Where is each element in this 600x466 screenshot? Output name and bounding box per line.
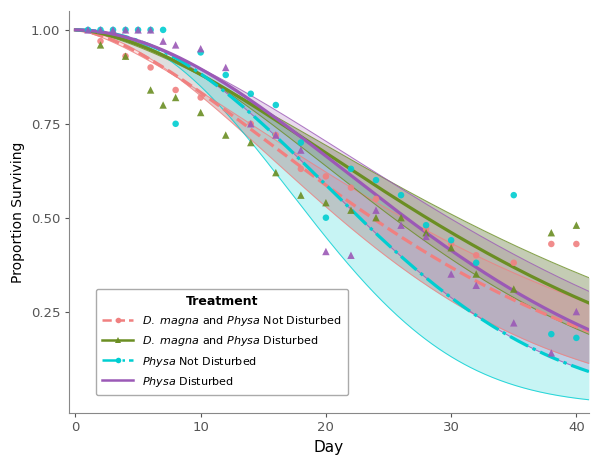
- Point: [158, 37, 168, 45]
- Point: [572, 221, 581, 229]
- Point: [572, 240, 581, 248]
- Point: [221, 64, 230, 71]
- Point: [421, 233, 431, 240]
- Point: [321, 214, 331, 221]
- Point: [296, 192, 305, 199]
- Point: [271, 101, 281, 109]
- Point: [196, 49, 205, 56]
- Point: [146, 26, 155, 34]
- Point: [171, 41, 181, 48]
- Point: [321, 172, 331, 180]
- Point: [371, 206, 381, 214]
- Point: [509, 319, 518, 327]
- Legend: $\it{D.\ magna}$ and $\it{Physa}$ Not Disturbed, $\it{D.\ magna}$ and $\it{Physa: $\it{D.\ magna}$ and $\it{Physa}$ Not Di…: [95, 288, 349, 395]
- Point: [509, 285, 518, 293]
- Point: [158, 101, 168, 109]
- Point: [446, 240, 456, 248]
- Point: [296, 165, 305, 172]
- Point: [108, 26, 118, 34]
- Point: [509, 259, 518, 267]
- Point: [146, 64, 155, 71]
- Point: [346, 252, 356, 259]
- Point: [346, 184, 356, 192]
- Point: [321, 248, 331, 255]
- Point: [221, 71, 230, 79]
- Point: [196, 45, 205, 52]
- Point: [547, 240, 556, 248]
- Point: [371, 214, 381, 221]
- Point: [121, 53, 130, 60]
- Point: [446, 244, 456, 252]
- Point: [572, 308, 581, 315]
- Point: [547, 349, 556, 356]
- Point: [472, 259, 481, 267]
- Point: [196, 94, 205, 101]
- Point: [96, 41, 106, 48]
- Point: [446, 237, 456, 244]
- Point: [396, 214, 406, 221]
- Point: [133, 26, 143, 34]
- Point: [246, 120, 256, 128]
- Point: [246, 139, 256, 146]
- Point: [96, 37, 106, 45]
- Point: [572, 334, 581, 342]
- Point: [246, 120, 256, 128]
- Point: [371, 177, 381, 184]
- Point: [146, 26, 155, 34]
- Point: [421, 225, 431, 233]
- Point: [472, 281, 481, 289]
- Point: [83, 26, 93, 34]
- Point: [271, 131, 281, 139]
- Point: [96, 26, 106, 34]
- Point: [547, 229, 556, 236]
- X-axis label: Day: Day: [314, 440, 344, 455]
- Point: [171, 120, 181, 128]
- Point: [271, 169, 281, 176]
- Point: [472, 270, 481, 278]
- Point: [321, 199, 331, 206]
- Point: [158, 26, 168, 34]
- Point: [371, 195, 381, 203]
- Point: [346, 165, 356, 172]
- Point: [108, 26, 118, 34]
- Point: [396, 221, 406, 229]
- Point: [246, 90, 256, 97]
- Point: [296, 146, 305, 154]
- Point: [472, 252, 481, 259]
- Point: [171, 86, 181, 94]
- Point: [121, 26, 130, 34]
- Point: [221, 131, 230, 139]
- Point: [146, 86, 155, 94]
- Point: [421, 221, 431, 229]
- Point: [509, 192, 518, 199]
- Point: [96, 26, 106, 34]
- Point: [421, 229, 431, 236]
- Point: [547, 330, 556, 338]
- Point: [396, 192, 406, 199]
- Point: [121, 26, 130, 34]
- Point: [271, 131, 281, 139]
- Point: [133, 26, 143, 34]
- Point: [196, 109, 205, 116]
- Point: [83, 26, 93, 34]
- Point: [296, 139, 305, 146]
- Y-axis label: Proportion Surviving: Proportion Surviving: [11, 141, 25, 283]
- Point: [346, 206, 356, 214]
- Point: [171, 94, 181, 101]
- Point: [121, 53, 130, 60]
- Point: [446, 270, 456, 278]
